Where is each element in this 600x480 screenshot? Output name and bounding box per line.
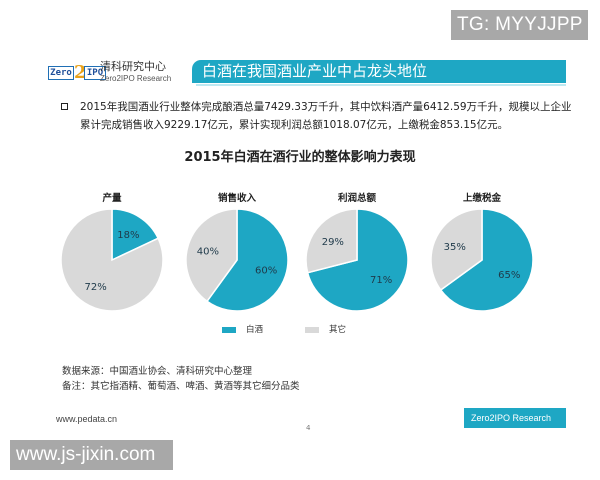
legend-label-baijiu: 白酒: [246, 325, 264, 335]
pie-title-tax: 上缴税金: [462, 193, 501, 204]
pie-slice-baijiu-production: [111, 208, 160, 262]
watermark-bottom: www.js-jixin.com: [10, 440, 173, 470]
pie-value-baijiu-revenue: 60%: [255, 265, 277, 276]
summary-line-2: 累计完成销售收入9229.17亿元，累计实现利润总额1018.07亿元，上缴税金…: [80, 119, 509, 131]
summary-line-1: 2015年我国酒业行业整体完成酿酒总量7429.33万千升，其中饮料酒产量641…: [80, 101, 572, 113]
pie-value-other-revenue: 40%: [197, 247, 219, 258]
legend-swatch-other: [305, 326, 319, 333]
remark: 备注：其它指酒精、葡萄酒、啤酒、黄酒等其它细分品类: [62, 381, 300, 392]
pie-value-other-profit: 29%: [322, 237, 344, 248]
pie-value-baijiu-profit: 71%: [370, 275, 392, 286]
org-name-cn: 清科研究中心: [100, 60, 166, 73]
pie-slice-other-profit: [305, 208, 358, 274]
pie-slice-baijiu-revenue: [205, 208, 289, 312]
org-name-en: Zero2IPO Research: [100, 74, 172, 83]
chart-title: 2015年白酒在酒行业的整体影响力表现: [184, 150, 416, 165]
pie-slice-other-production: [60, 208, 164, 312]
legend-swatch-baijiu: [222, 326, 236, 333]
pie-slice-other-revenue: [185, 208, 238, 303]
legend-item-other: 其它: [305, 323, 346, 335]
pie-title-profit: 利润总额: [337, 193, 376, 204]
watermark-top: TG: MYYJJPP: [451, 10, 588, 40]
title-underline: [196, 84, 566, 86]
pie-slice-baijiu-tax: [439, 208, 534, 312]
pie-value-other-production: 72%: [84, 282, 106, 293]
summary-text: 2015年我国酒业行业整体完成酿酒总量7429.33万千升，其中饮料酒产量641…: [80, 98, 580, 134]
pie-value-other-tax: 35%: [444, 242, 466, 253]
pie-title-revenue: 销售收入: [217, 193, 256, 204]
legend-label-other: 其它: [329, 325, 347, 335]
source-notes: 数据来源：中国酒业协会、清科研究中心整理 备注：其它指酒精、葡萄酒、啤酒、黄酒等…: [62, 364, 300, 394]
logo-zero-text: Zero: [48, 66, 74, 80]
pie-slice-baijiu-profit: [306, 208, 409, 312]
square-bullet-icon: [61, 103, 68, 110]
page-number: 4: [306, 424, 311, 432]
slide-title-bar: 白酒在我国酒业产业中占龙头地位: [192, 60, 566, 83]
logo-ipo-text: IPO: [84, 66, 106, 80]
website-link[interactable]: www.pedata.cn: [56, 414, 118, 424]
logo-two-glyph: 2: [74, 62, 87, 83]
zero2ipo-logo: Zero 2 IPO: [48, 62, 110, 83]
footer-badge: Zero2IPO Research: [464, 408, 566, 428]
pie-title-production: 产量: [102, 193, 122, 204]
pie-slice-other-tax: [430, 208, 483, 292]
pie-value-baijiu-production: 18%: [117, 230, 139, 241]
legend-item-baijiu: 白酒: [222, 323, 263, 335]
slide-title: 白酒在我国酒业产业中占龙头地位: [202, 62, 428, 80]
pie-value-baijiu-tax: 65%: [498, 270, 520, 281]
data-source: 数据来源：中国酒业协会、清科研究中心整理: [62, 366, 253, 377]
